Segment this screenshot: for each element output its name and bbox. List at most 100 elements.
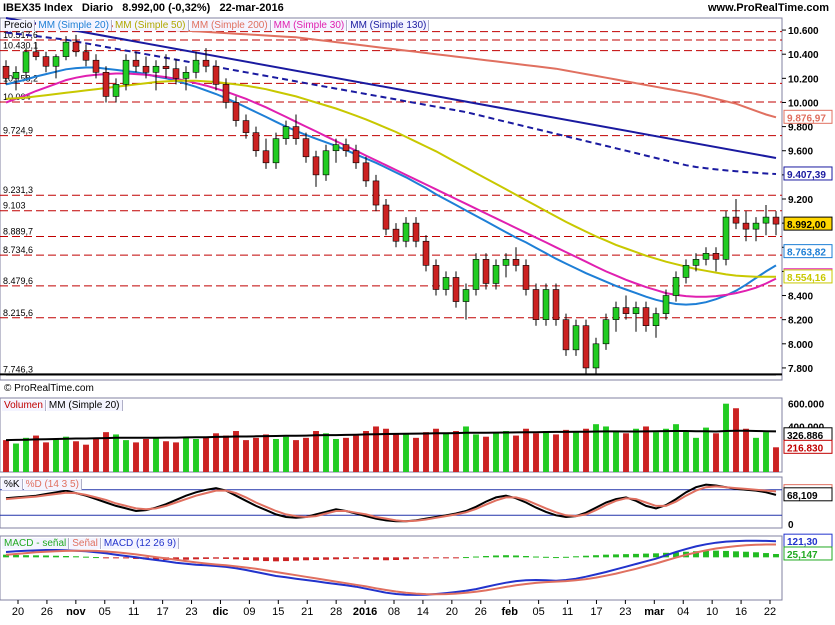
volume-bar <box>403 434 409 472</box>
x-tick-label: 20 <box>446 606 458 618</box>
candle-body <box>162 65 170 69</box>
macd-hist-bar <box>183 557 189 560</box>
macd-hist-bar <box>443 557 449 559</box>
volume-bar <box>753 437 759 472</box>
macd-hist-bar <box>533 556 539 558</box>
candle-body <box>52 56 60 67</box>
candle-body <box>772 216 780 225</box>
volume-bar <box>573 432 579 472</box>
copyright: © ProRealTime.com <box>4 383 94 394</box>
candle-body <box>392 228 400 242</box>
price-ytick-label: 10.400 <box>788 50 819 61</box>
candle-body <box>742 222 750 230</box>
candle-body <box>422 240 430 266</box>
legend-macd-signal-diff[interactable]: MACD - señal <box>2 538 70 549</box>
macd-hist-bar <box>273 557 279 562</box>
candle-body <box>32 51 40 57</box>
macd-tag-label: 25,147 <box>787 550 818 561</box>
legend-d[interactable]: %D (14 3 5) <box>23 479 82 490</box>
legend-mm200[interactable]: MM (Simple 200) <box>189 20 271 31</box>
macd-hist-bar <box>213 557 219 559</box>
volume-bar <box>393 433 399 472</box>
volume-bar <box>93 437 99 472</box>
legend-volume[interactable]: Volumen <box>2 400 46 411</box>
macd-hist-bar <box>173 557 179 560</box>
macd-hist-bar <box>743 551 749 558</box>
legend-signal[interactable]: Señal <box>70 538 101 549</box>
volume-legend[interactable]: Volumen MM (Simple 20) <box>2 400 124 411</box>
price-tag-box <box>783 269 833 284</box>
price-ytick-label: 8.400 <box>788 292 813 303</box>
legend-mm30[interactable]: MM (Simple 30) <box>271 20 348 31</box>
price-ytick-label: 8.200 <box>788 316 813 327</box>
macd-hist-bar <box>453 557 459 559</box>
x-tick-label: 21 <box>301 606 313 618</box>
volume-bar <box>733 408 739 472</box>
candle-body <box>452 277 460 302</box>
macd-legend[interactable]: MACD - señal Señal MACD (12 26 9) <box>2 538 180 549</box>
price-tag-box <box>783 109 833 124</box>
candle-body <box>522 265 530 290</box>
legend-mm20[interactable]: MM (Simple 20) <box>36 20 112 31</box>
macd-hist-bar <box>303 557 309 561</box>
volume-bar <box>633 428 639 472</box>
legend-volume-mm[interactable]: MM (Simple 20) <box>46 400 123 411</box>
candle-body <box>92 59 100 73</box>
legend-mm50[interactable]: MM (Simple 50) <box>112 20 189 31</box>
instrument-name: IBEX35 Index <box>3 2 73 14</box>
candle-body <box>182 72 190 79</box>
candle-body <box>12 72 20 79</box>
candle-body <box>482 259 490 284</box>
legend-macd[interactable]: MACD (12 26 9) <box>101 538 180 549</box>
volume-bar <box>533 433 539 472</box>
macd-hist-bar <box>93 557 99 559</box>
candle-body <box>692 259 700 266</box>
volume-bar <box>473 434 479 472</box>
volume-bar <box>703 427 709 472</box>
macd-hist-bar <box>583 555 589 558</box>
macd-hist-bar <box>53 555 59 558</box>
macd-hist-bar <box>323 557 329 560</box>
volume-ytick-label: 600.000 <box>788 400 825 411</box>
candle-body <box>332 144 340 152</box>
candle-body <box>312 156 320 176</box>
volume-tag-label: 216.830 <box>787 443 824 454</box>
price-panel <box>0 17 783 381</box>
volume-bar <box>113 434 119 472</box>
level-label: 8.889,7 <box>3 226 33 236</box>
candle-body <box>402 222 410 242</box>
macd-hist-bar <box>343 557 349 559</box>
volume-bar <box>223 435 229 472</box>
macd-hist-bar <box>313 557 319 560</box>
volume-bar <box>263 434 269 472</box>
legend-price[interactable]: Precio <box>2 20 36 31</box>
volume-tag-box <box>783 439 833 454</box>
volume-bar <box>773 447 779 472</box>
volume-bar <box>763 432 769 472</box>
ma-line <box>5 79 776 278</box>
price-legend[interactable]: Precio MM (Simple 20) MM (Simple 50) MM (Si… <box>2 20 430 31</box>
volume-bar <box>623 433 629 472</box>
macd-hist-bar <box>353 557 359 559</box>
volume-bar <box>333 438 339 472</box>
candle-body <box>82 51 90 61</box>
candle-body <box>722 216 730 260</box>
macd-hist-bar <box>293 557 299 561</box>
volume-bar <box>303 437 309 472</box>
macd-hist-bar <box>263 557 269 562</box>
macd-hist-bar <box>653 553 659 558</box>
candle-body <box>202 59 210 67</box>
legend-mm130[interactable]: MM (Simple 130) <box>348 20 430 31</box>
candle-body <box>542 289 550 320</box>
candle-body <box>562 319 570 351</box>
legend-k[interactable]: %K <box>2 479 23 490</box>
volume-bar <box>233 431 239 472</box>
chart-date: 22-mar-2016 <box>219 2 284 14</box>
price-tag-label: 8.992,00 <box>787 220 826 231</box>
candle-body <box>242 120 250 133</box>
macd-hist-bar <box>333 557 339 560</box>
candle-body <box>2 65 10 79</box>
volume-bar <box>643 426 649 472</box>
candle-body <box>342 144 350 152</box>
stoch-legend[interactable]: %K %D (14 3 5) <box>2 479 83 490</box>
